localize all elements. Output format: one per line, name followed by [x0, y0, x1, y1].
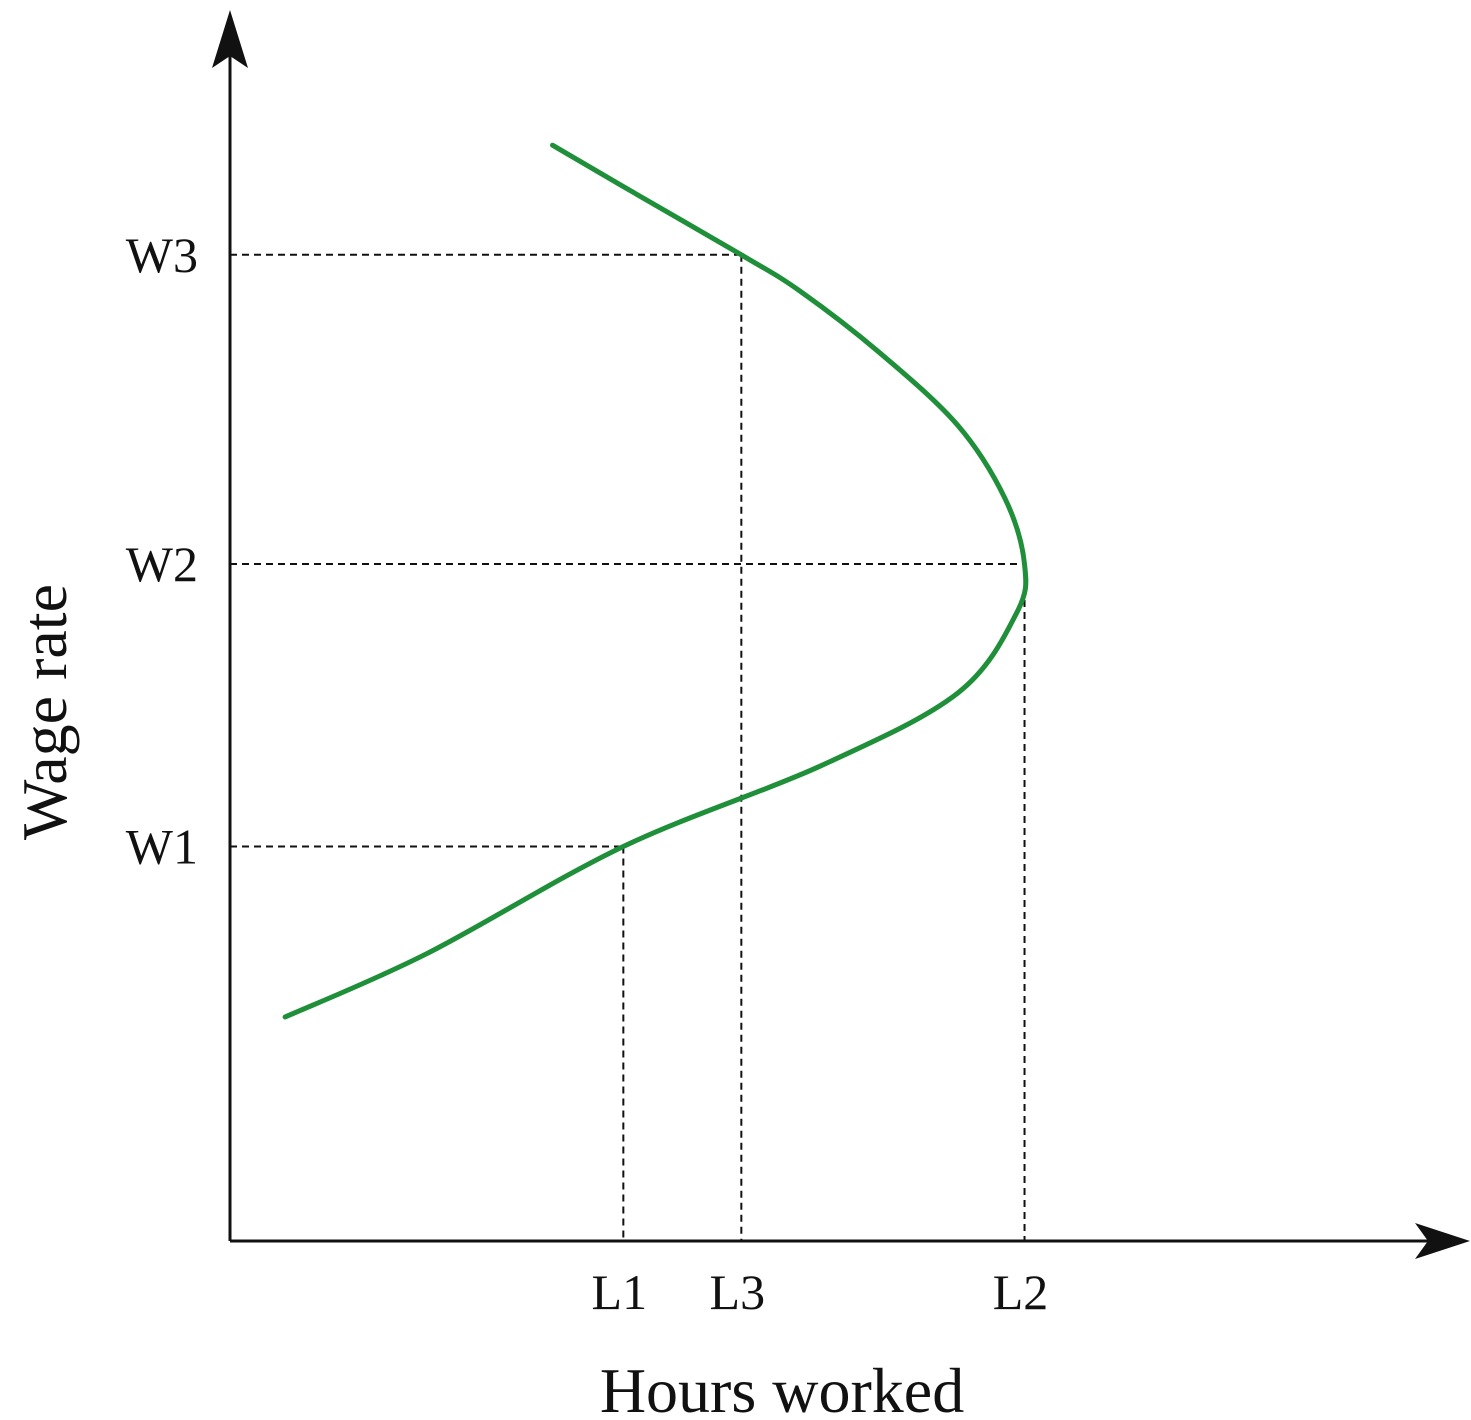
y-axis-title: Wage rate	[9, 584, 80, 840]
x-axis-title: Hours worked	[600, 1355, 964, 1420]
y-axis-arrow	[212, 10, 248, 68]
x-tick-l2: L2	[993, 1264, 1049, 1320]
y-tick-w1: W1	[126, 819, 198, 875]
x-axis-arrow	[1415, 1223, 1470, 1259]
x-tick-l3: L3	[710, 1264, 766, 1320]
y-tick-w2: W2	[126, 536, 198, 592]
tick-labels: W1 L1 W3 L3 W2 L2	[126, 227, 1049, 1320]
guide-lines	[230, 253, 1026, 1241]
series-layer	[282, 142, 1029, 1020]
y-tick-w3: W3	[126, 227, 198, 283]
labor-supply-curve	[282, 142, 1029, 1020]
x-tick-l1: L1	[592, 1264, 648, 1320]
